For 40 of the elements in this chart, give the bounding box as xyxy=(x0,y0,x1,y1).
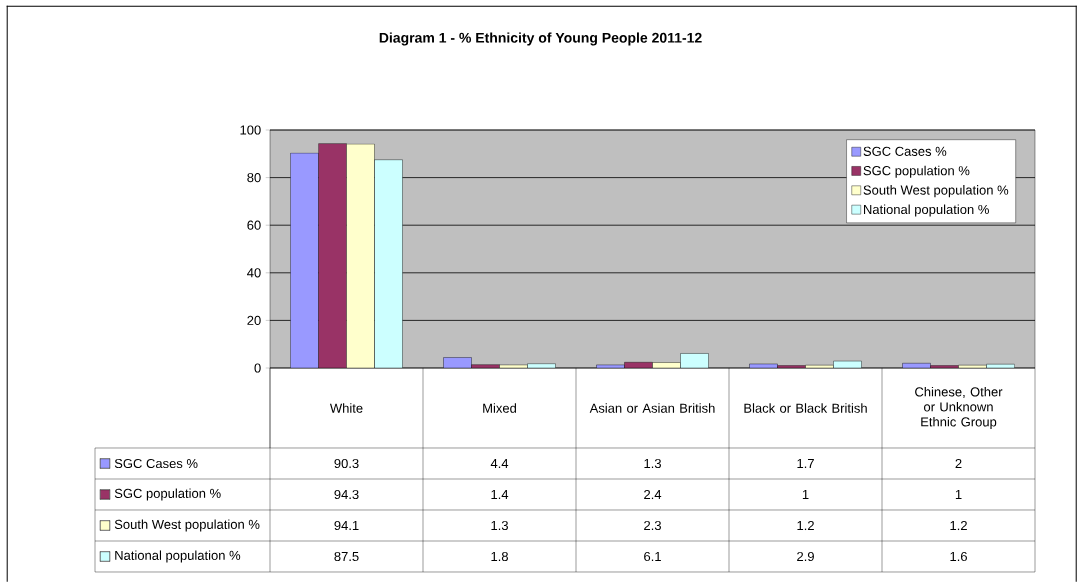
data-label: 1.2 xyxy=(797,520,814,531)
data-label: 87.5 xyxy=(334,551,359,562)
y-tick-label: 60 xyxy=(247,220,261,230)
y-tick-label: 40 xyxy=(247,268,261,278)
text: SGC population % xyxy=(114,488,221,501)
data-label: 2 xyxy=(955,458,962,469)
x-tick-label: White xyxy=(329,403,363,413)
legend-label: SGC population % xyxy=(863,165,970,178)
data-label: 1.2 xyxy=(950,520,967,531)
x-tick-label: Black or Black British xyxy=(744,403,867,413)
data-label: 94.3 xyxy=(334,489,359,500)
x-tick-label: Asian or Asian British xyxy=(589,403,715,413)
chart-title: Diagram 1 - % Ethnicity of Young People 2011-12 xyxy=(379,32,702,46)
data-label: 1.3 xyxy=(491,520,508,531)
y-tick-label: 20 xyxy=(247,315,261,325)
data-label: 2.3 xyxy=(644,520,661,531)
y-tick-label: 0 xyxy=(254,363,261,373)
data-label: 1.8 xyxy=(491,551,508,562)
text: National population % xyxy=(115,550,241,563)
data-label: 94.1 xyxy=(334,520,359,531)
data-label: 2.9 xyxy=(797,551,814,562)
data-label: 6.1 xyxy=(644,551,661,562)
x-tick-label: Chinese, Other or Unknown Ethnic Group xyxy=(915,386,1003,430)
x-tick-label: Mixed xyxy=(483,403,517,413)
y-tick-label: 100 xyxy=(240,125,261,135)
legend-label: SGC Cases % xyxy=(863,146,947,156)
text: South West population % xyxy=(114,519,260,532)
data-label: 1.4 xyxy=(491,490,509,499)
data-label: 4.4 xyxy=(490,459,509,468)
text: SGC Cases % xyxy=(114,458,198,469)
legend-label: South West population % xyxy=(863,185,1009,198)
data-label: 1.7 xyxy=(797,459,814,468)
data-label: 1 xyxy=(955,490,962,499)
y-tick-label: 80 xyxy=(247,172,261,183)
data-label: 2.4 xyxy=(644,489,662,500)
data-label: 1 xyxy=(802,490,809,499)
legend-label: National population % xyxy=(864,204,989,217)
data-label: 1.3 xyxy=(644,458,661,469)
data-label: 90.3 xyxy=(334,458,359,469)
data-label: 1.6 xyxy=(950,551,967,562)
